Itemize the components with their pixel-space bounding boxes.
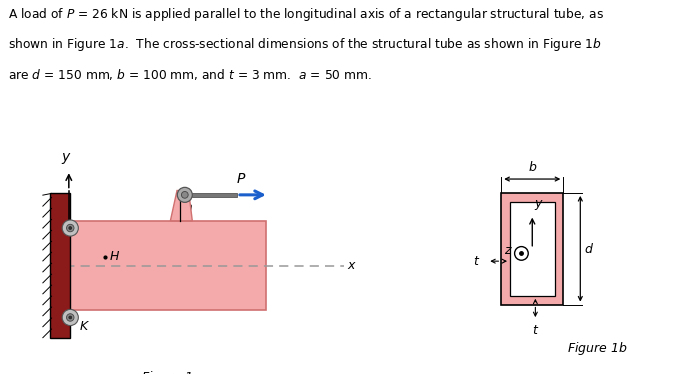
Circle shape — [62, 309, 78, 325]
Bar — [71, 221, 266, 310]
Bar — [510, 202, 554, 296]
Circle shape — [62, 220, 78, 236]
Text: $t$: $t$ — [531, 324, 539, 337]
Text: shown in Figure 1$a$.  The cross-sectional dimensions of the structural tube as : shown in Figure 1$a$. The cross-sectiona… — [8, 36, 602, 53]
Circle shape — [181, 191, 188, 198]
Circle shape — [66, 224, 74, 232]
Text: $t$: $t$ — [473, 255, 480, 268]
Text: $y$: $y$ — [61, 151, 71, 166]
Text: $b$: $b$ — [527, 160, 537, 174]
Text: $a$: $a$ — [184, 201, 193, 214]
Bar — [50, 193, 71, 338]
Circle shape — [177, 187, 192, 202]
Text: Figure 1$b$: Figure 1$b$ — [567, 340, 628, 357]
Text: Figure 1$a$: Figure 1$a$ — [141, 370, 201, 374]
Text: $P$: $P$ — [235, 172, 246, 186]
Text: $x$: $x$ — [347, 259, 357, 272]
Text: are $d$ = 150 mm, $b$ = 100 mm, and $t$ = 3 mm.  $a$ = 50 mm.: are $d$ = 150 mm, $b$ = 100 mm, and $t$ … — [8, 67, 372, 82]
Text: $K$: $K$ — [79, 321, 90, 333]
Polygon shape — [170, 190, 192, 221]
Text: $y$: $y$ — [534, 197, 544, 212]
Bar — [192, 193, 237, 197]
Text: $d$: $d$ — [584, 242, 594, 256]
Circle shape — [66, 314, 74, 321]
Text: $H$: $H$ — [109, 250, 120, 263]
Text: $z$: $z$ — [504, 244, 513, 257]
Circle shape — [515, 246, 528, 260]
Circle shape — [69, 227, 72, 230]
Bar — [501, 193, 563, 304]
Text: A load of $P$ = 26 kN is applied parallel to the longitudinal axis of a rectangu: A load of $P$ = 26 kN is applied paralle… — [8, 6, 605, 22]
Circle shape — [69, 316, 72, 319]
